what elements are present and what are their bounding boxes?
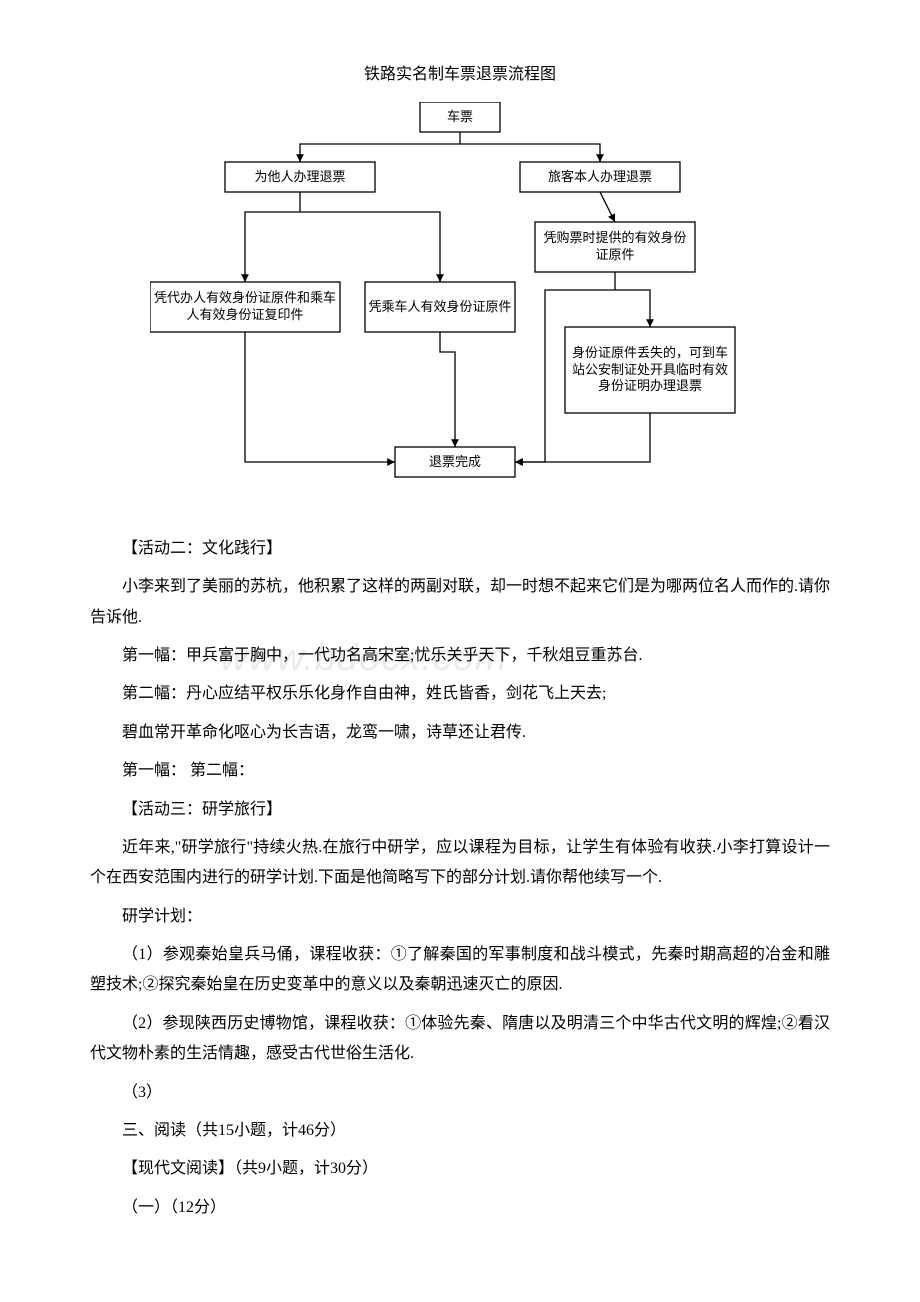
flowchart-title: 铁路实名制车票退票流程图: [150, 60, 770, 90]
document-body: 【活动二：文化践行】小李来到了美丽的苏杭，他积累了这样的两副对联，却一时想不起来…: [90, 534, 830, 1223]
paragraph: （3）: [90, 1078, 830, 1108]
flowchart-svg: 车票为他人办理退票旅客本人办理退票凭购票时提供的有效身份证原件凭代办人有效身份证…: [150, 102, 770, 492]
paragraph: 【活动三：研学旅行】: [90, 795, 830, 825]
paragraph: （2）参现陕西历史博物馆，课程收获：①体验先秦、隋唐以及明清三个中华古代文明的辉…: [90, 1009, 830, 1070]
flowchart-container: 铁路实名制车票退票流程图 车票为他人办理退票旅客本人办理退票凭购票时提供的有效身…: [150, 60, 770, 504]
paragraph: （1）参观秦始皇兵马俑，课程收获：①了解秦国的军事制度和战斗模式，先秦时期高超的…: [90, 940, 830, 1001]
paragraph: 第一幅： 第二幅：: [90, 756, 830, 786]
paragraph: （一）（12分）: [90, 1193, 830, 1223]
paragraph: 小李来到了美丽的苏杭，他积累了这样的两副对联，却一时想不起来它们是为哪两位名人而…: [90, 572, 830, 633]
paragraph: 第一幅：甲兵富于胸中，一代功名高宋室;忧乐关乎天下，千秋俎豆重苏台.: [90, 641, 830, 671]
paragraph: 【活动二：文化践行】: [90, 534, 830, 564]
paragraph: 三、阅读（共15小题，计46分）: [90, 1116, 830, 1146]
paragraph: 碧血常开革命化呕心为长吉语，龙鸾一啸，诗草还让君传.: [90, 718, 830, 748]
paragraph: 研学计划：: [90, 902, 830, 932]
paragraph: 第二幅：丹心应结平权乐乐化身作自由神，姓氏皆香，剑花飞上天去;: [90, 679, 830, 709]
paragraph: 【现代文阅读】（共9小题，计30分）: [90, 1154, 830, 1184]
paragraph: 近年来,"研学旅行"持续火热.在旅行中研学，应以课程为目标，让学生有体验有收获.…: [90, 833, 830, 894]
